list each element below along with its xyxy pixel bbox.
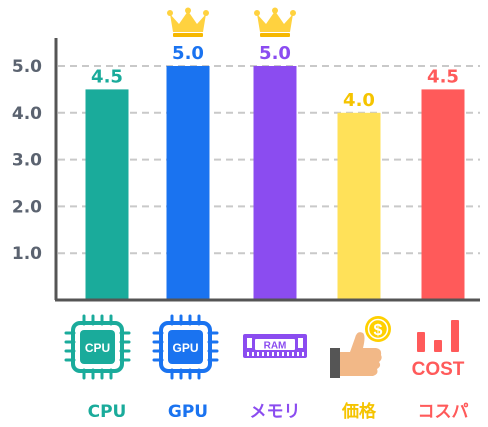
category-label: GPU bbox=[168, 402, 208, 422]
ram-icon-text: RAM bbox=[264, 341, 287, 352]
value-label: 5.0 bbox=[172, 43, 204, 64]
crown-icon bbox=[167, 7, 209, 37]
category-label: 価格 bbox=[341, 401, 377, 422]
cpu-icon-text: CPU bbox=[85, 341, 110, 355]
crowns bbox=[167, 7, 296, 37]
y-tick-label: 1.0 bbox=[12, 244, 42, 264]
y-axis-ticks: 1.0 2.0 3.0 4.0 5.0 bbox=[12, 57, 42, 264]
cpu-chip-icon: CPU bbox=[64, 314, 131, 380]
crown-icon bbox=[254, 7, 296, 37]
category-label: CPU bbox=[88, 402, 127, 422]
y-tick-label: 2.0 bbox=[12, 197, 42, 217]
bar bbox=[85, 89, 129, 301]
category-label: コスパ bbox=[418, 402, 469, 422]
ram-stick-icon: RAM bbox=[243, 334, 307, 358]
gpu-icon-text: GPU bbox=[172, 341, 198, 355]
y-tick-label: 5.0 bbox=[12, 57, 42, 77]
value-labels: 4.5 5.0 5.0 4.0 4.5 bbox=[91, 43, 459, 111]
value-label: 4.5 bbox=[91, 66, 123, 87]
value-label: 5.0 bbox=[259, 43, 291, 64]
bar bbox=[421, 89, 465, 301]
y-tick-label: 3.0 bbox=[12, 151, 42, 171]
cost-bars-icon: COST bbox=[412, 320, 465, 380]
cost-icon-text: COST bbox=[412, 359, 465, 380]
category-label: メモリ bbox=[250, 402, 301, 422]
value-label: 4.0 bbox=[343, 90, 375, 111]
bars bbox=[85, 66, 465, 301]
bar bbox=[337, 112, 381, 300]
value-label: 4.5 bbox=[427, 66, 459, 87]
thumbs-up-coin-icon: $ bbox=[330, 316, 391, 378]
coin-symbol: $ bbox=[374, 322, 383, 339]
y-tick-label: 4.0 bbox=[12, 104, 42, 124]
bar bbox=[166, 66, 210, 300]
bar bbox=[253, 66, 297, 300]
gpu-chip-icon: GPU bbox=[152, 314, 219, 380]
category-labels: CPU GPU メモリ 価格 コスパ bbox=[88, 401, 469, 422]
